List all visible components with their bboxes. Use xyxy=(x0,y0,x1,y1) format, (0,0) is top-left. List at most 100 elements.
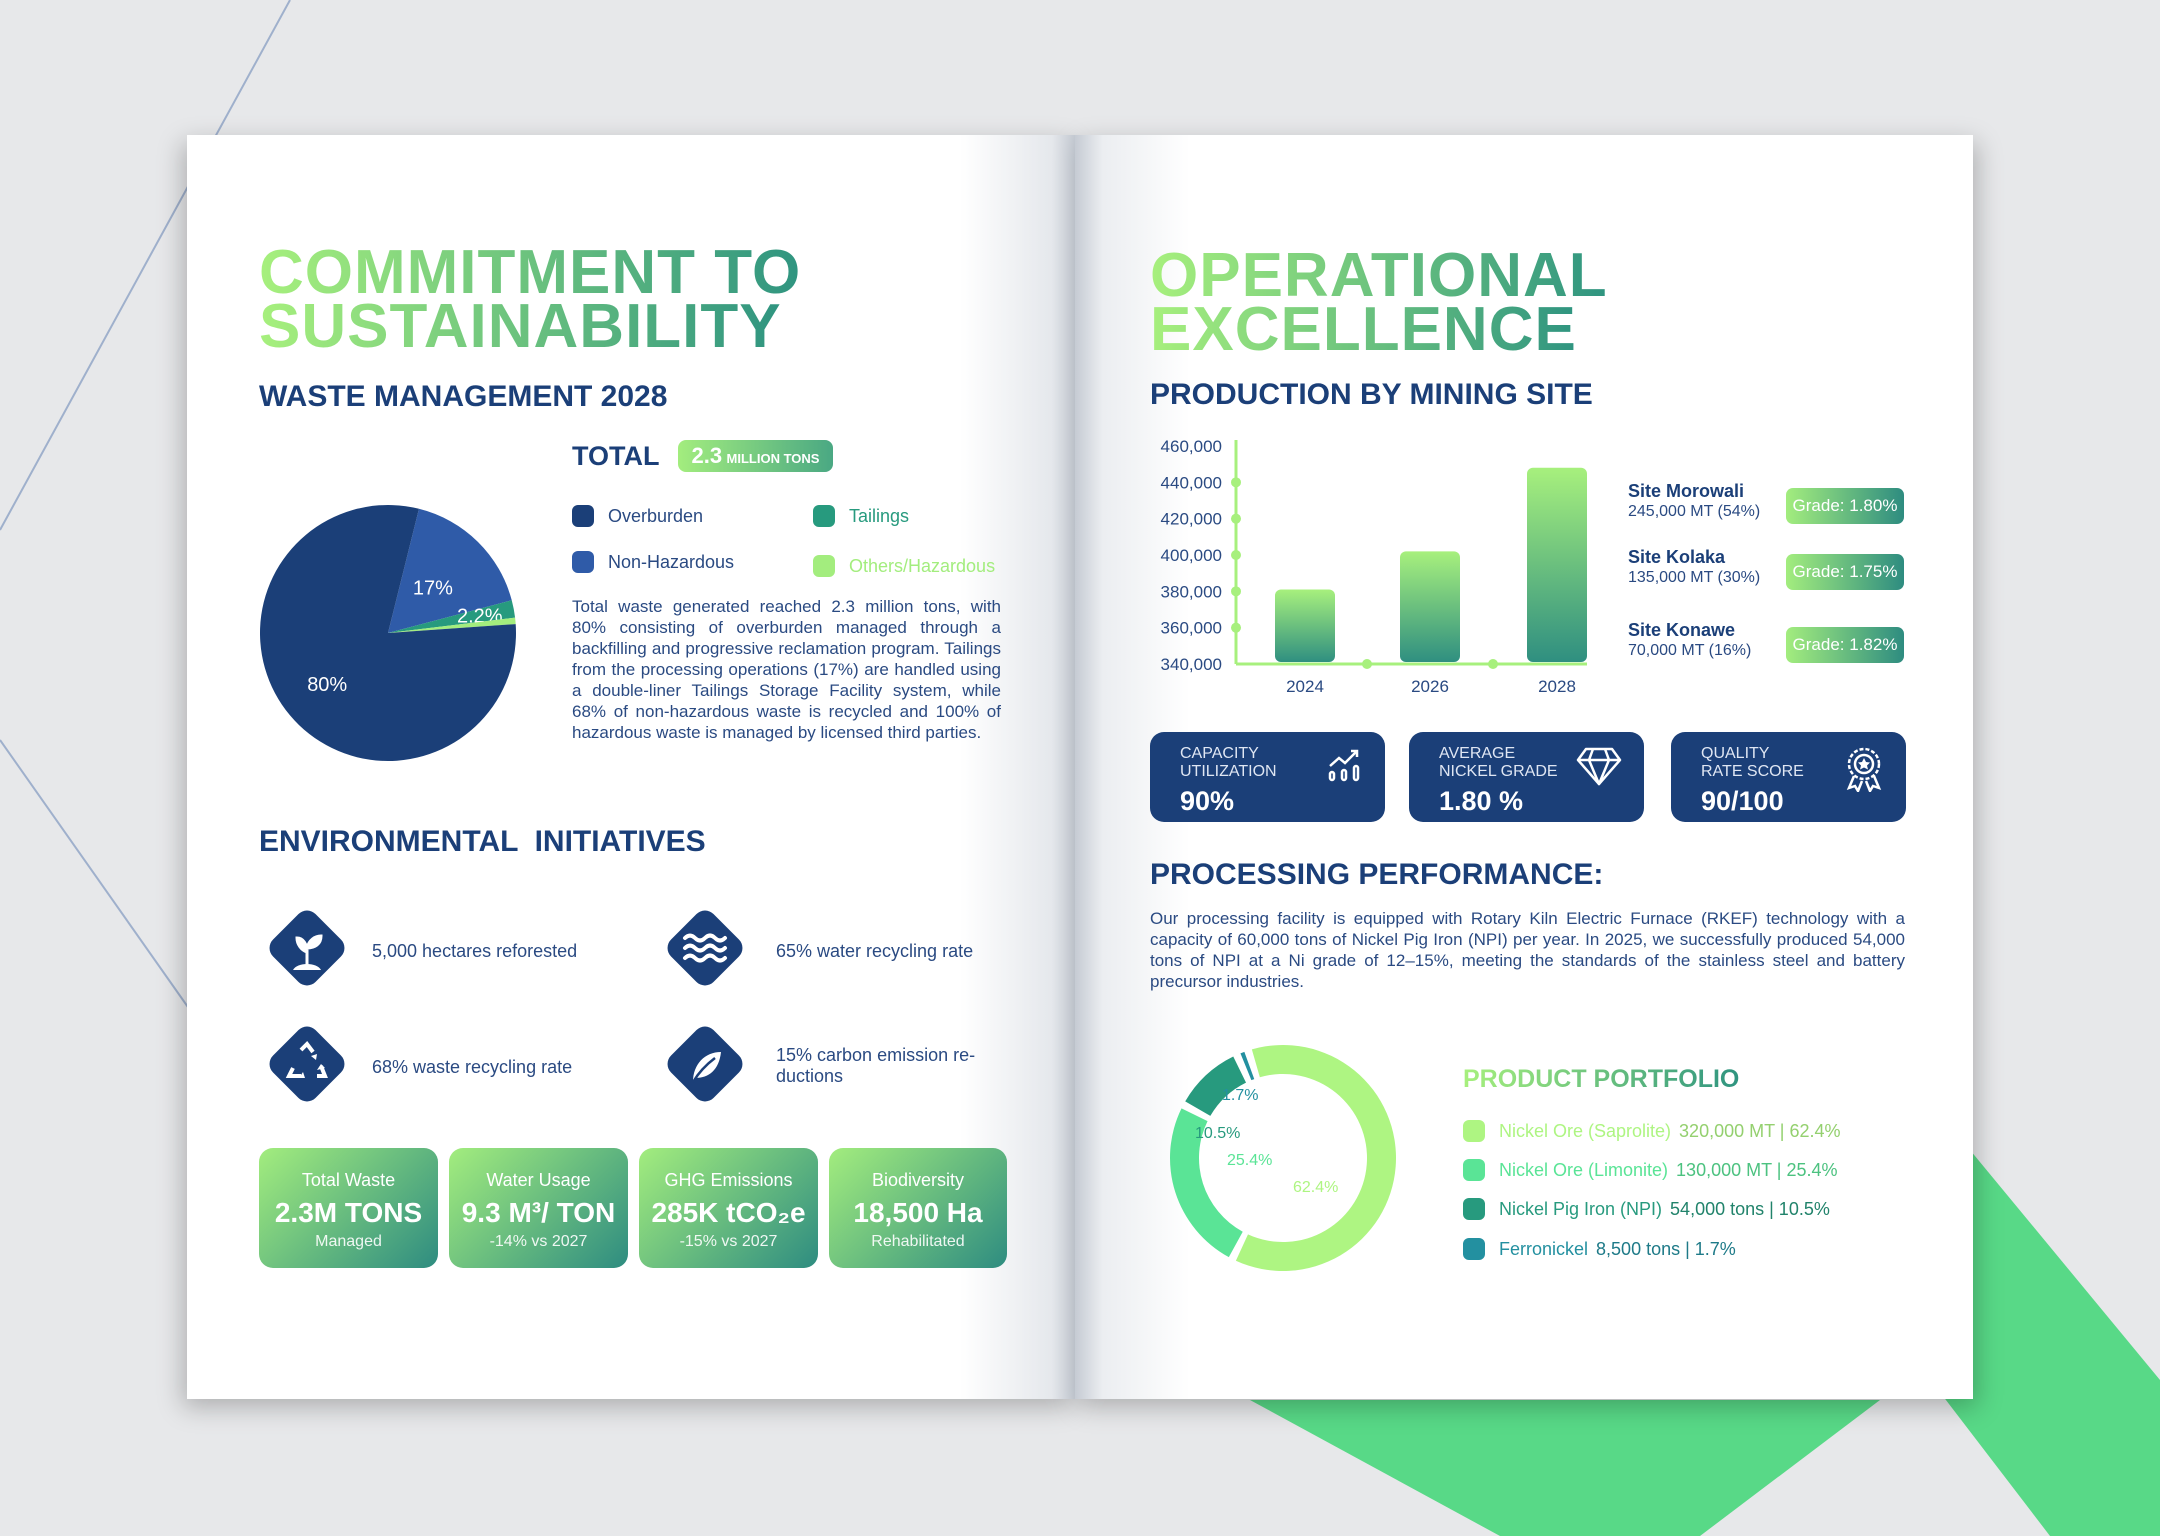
stat-value: 2.3M TONS xyxy=(274,1197,423,1228)
waste-heading: WASTE MANAGEMENT 2028 xyxy=(259,380,668,413)
stat-value: 18,500 Ha xyxy=(853,1197,983,1228)
legend-item: Overburden xyxy=(572,505,703,527)
legend-amount: 54,000 tons | 10.5% xyxy=(1670,1198,1830,1219)
growth-chart-icon xyxy=(1328,749,1360,782)
kpi-value: 1.80 % xyxy=(1439,786,1524,816)
processing-heading: PROCESSING PERFORMANCE: xyxy=(1150,858,1604,891)
legend-item: Nickel Ore (Saprolite) 320,000 MT | 62.4% xyxy=(1463,1120,1841,1142)
bar xyxy=(1275,589,1335,662)
donut-data-label: 1.7% xyxy=(1222,1087,1258,1104)
y-tick-label: 340,000 xyxy=(1161,655,1222,674)
legend-label: Overburden xyxy=(608,505,704,526)
award-badge-icon xyxy=(1846,747,1882,792)
y-tick-dot xyxy=(1231,550,1241,560)
kpi-label: QUALITY RATE SCORE xyxy=(1701,745,1804,780)
legend-label: Nickel Ore (Limonite) xyxy=(1499,1159,1669,1180)
legend-label: Tailings xyxy=(849,505,910,526)
pie-slice xyxy=(388,508,512,633)
pie-slice xyxy=(388,600,516,633)
legend-label: Others/Hazardous xyxy=(849,555,996,576)
grade-badge: Grade: 1.75% xyxy=(1786,554,1904,590)
page-title: COMMITMENT TO SUSTAINABILITY xyxy=(259,238,802,361)
kpi-average-nickel-grade: AVERAGE NICKEL GRADE 1.80 % xyxy=(1409,732,1644,822)
site-detail: 70,000 MT (16%) xyxy=(1628,642,1752,659)
stat-card-total-waste: Total Waste 2.3M TONS Managed xyxy=(259,1148,438,1268)
stat-card-water-usage: Water Usage 9.3 M³/ TON -14% vs 2027 xyxy=(449,1148,628,1268)
x-tick-label: 2026 xyxy=(1411,677,1449,696)
waste-description: Total waste generated reached 2.3 millio… xyxy=(572,597,1001,742)
legend-swatch xyxy=(572,551,594,573)
legend-item: Ferronickel 8,500 tons | 1.7% xyxy=(1463,1238,1736,1260)
x-tick-dot xyxy=(1488,659,1498,669)
legend-amount: 320,000 MT | 62.4% xyxy=(1679,1120,1841,1141)
x-tick-label: 2024 xyxy=(1286,677,1324,696)
y-tick-label: 400,000 xyxy=(1161,546,1222,565)
stat-sub: -15% vs 2027 xyxy=(679,1233,778,1250)
stat-title: Biodiversity xyxy=(871,1170,965,1190)
site-name: Site Konawe xyxy=(1628,620,1736,640)
water-waves-icon xyxy=(667,910,743,986)
donut-data-label: 10.5% xyxy=(1195,1125,1240,1142)
pie-data-label: 80% xyxy=(307,674,347,696)
pie-slice xyxy=(388,617,516,633)
bar xyxy=(1400,551,1460,662)
legend-label: Nickel Ore (Saprolite) xyxy=(1499,1120,1672,1141)
y-tick-label: 380,000 xyxy=(1161,582,1222,601)
total-badge: 2.3 MILLION TONS xyxy=(677,440,834,472)
donut-segment xyxy=(1185,1056,1247,1116)
processing-description: Our processing facility is equipped with… xyxy=(1150,909,1905,991)
y-tick-label: 460,000 xyxy=(1161,437,1222,456)
legend-item: Tailings xyxy=(813,505,909,527)
site-name: Site Kolaka xyxy=(1628,547,1726,567)
y-tick-dot xyxy=(1231,477,1241,488)
total-value: 2.3 xyxy=(691,443,723,468)
legend-swatch xyxy=(813,505,835,527)
legend-item: Others/Hazardous xyxy=(813,555,995,577)
stat-title: GHG Emissions xyxy=(664,1170,793,1190)
title-line: EXCELLENCE xyxy=(1150,295,1577,364)
site-detail: 245,000 MT (54%) xyxy=(1628,503,1761,520)
stat-title: Total Waste xyxy=(301,1170,396,1190)
total-row: TOTAL 2.3 MILLION TONS xyxy=(572,440,834,472)
y-tick-dot xyxy=(1231,513,1241,524)
donut-data-label: 25.4% xyxy=(1227,1152,1272,1169)
recycle-icon xyxy=(269,1026,345,1102)
diamond-icon xyxy=(1576,747,1622,786)
site-name: Site Morowali xyxy=(1628,481,1745,501)
grade-badge: Grade: 1.80% xyxy=(1786,488,1904,524)
initiative-text: 15% carbon emission re-ductions xyxy=(776,1045,976,1086)
y-tick-label: 360,000 xyxy=(1161,619,1222,638)
y-tick-label: 420,000 xyxy=(1161,510,1222,529)
legend-item: Non-Hazardous xyxy=(572,551,734,573)
initiative-text: 68% waste recycling rate xyxy=(372,1057,573,1077)
title-line: SUSTAINABILITY xyxy=(259,292,782,361)
initiative-text: 65% water recycling rate xyxy=(776,941,974,961)
initiatives-heading: ENVIRONMENTAL INITIATIVES xyxy=(259,825,706,858)
y-tick-dot xyxy=(1231,586,1241,597)
stat-sub: -14% vs 2027 xyxy=(489,1233,588,1250)
stat-card-ghg-emissions: GHG Emissions 285K tCO₂e -15% vs 2027 xyxy=(639,1148,818,1268)
legend-swatch xyxy=(1463,1198,1485,1220)
portfolio-heading: PRODUCT PORTFOLIO xyxy=(1463,1065,1740,1093)
legend-swatch xyxy=(572,505,594,527)
stat-sub: Managed xyxy=(315,1233,382,1250)
kpi-quality-rate-score: QUALITY RATE SCORE 90/100 xyxy=(1671,732,1906,822)
legend-swatch xyxy=(1463,1238,1485,1260)
legend-swatch xyxy=(1463,1120,1485,1142)
production-heading: PRODUCTION BY MINING SITE xyxy=(1150,378,1593,411)
site-detail: 135,000 MT (30%) xyxy=(1628,569,1761,586)
legend-label: Nickel Pig Iron (NPI) xyxy=(1499,1198,1663,1219)
y-tick-dot xyxy=(1231,622,1241,633)
legend-swatch xyxy=(813,555,835,577)
pie-data-label: 17% xyxy=(413,577,453,599)
bar xyxy=(1527,467,1587,662)
page-title: OPERATIONAL EXCELLENCE xyxy=(1150,245,1608,364)
production-bar-chart: 460,000 440,000 420,000 400,000 380,000 360,0… xyxy=(1161,437,1587,696)
kpi-label: AVERAGE NICKEL GRADE xyxy=(1439,745,1558,780)
legend-label: Ferronickel xyxy=(1499,1238,1589,1259)
waste-pie-chart: 17%2.2%80% xyxy=(260,505,516,761)
initiative-text: 5,000 hectares reforested xyxy=(372,941,578,961)
legend-label: Non-Hazardous xyxy=(608,551,735,572)
title-line: COMMITMENT TO xyxy=(259,238,802,307)
donut-segment xyxy=(1240,1051,1255,1081)
